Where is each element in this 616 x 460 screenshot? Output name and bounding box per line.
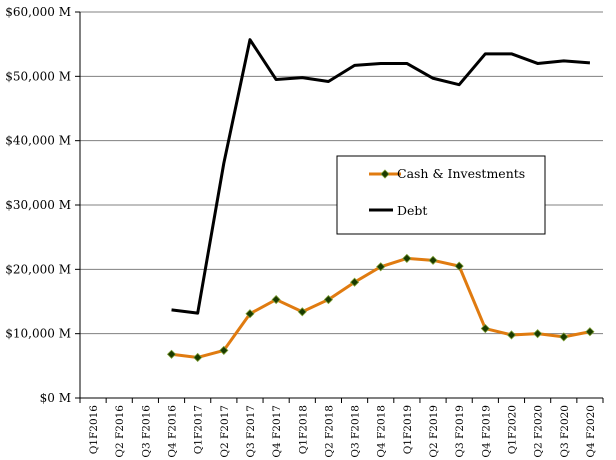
y-tick-labels: $0 M $10,000 M $20,000 M $30,000 M $40,000 M… [5, 5, 71, 405]
legend-label-cash: Cash & Investments [397, 166, 525, 181]
x-tick-label: Q4 F2020 [585, 405, 597, 458]
x-tick-label: Q2 F2017 [219, 405, 231, 458]
data-point-cash-investments [271, 295, 281, 305]
legend-label-debt: Debt [397, 203, 427, 218]
x-tick-label: Q3 F2016 [140, 405, 152, 458]
y-tick-label: $20,000 M [5, 262, 71, 276]
y-tick-label: $50,000 M [5, 69, 71, 83]
x-tick-label: Q3 F2020 [559, 405, 571, 458]
x-tick-label: Q3 F2019 [454, 405, 466, 458]
data-point-cash-investments [559, 332, 569, 342]
data-point-cash-investments [402, 253, 412, 263]
series-line-debt [171, 38, 591, 315]
data-point-cash-investments [480, 323, 490, 334]
data-point-cash-investments [376, 262, 386, 272]
data-point-cash-investments [166, 349, 177, 359]
data-point-cash-investments [193, 352, 203, 363]
legend: Cash & Investments Debt [336, 155, 546, 235]
x-tick-label: Q2 F2019 [428, 405, 440, 458]
x-tick-label: Q3 F2018 [350, 405, 362, 458]
data-point-cash-investments [350, 277, 360, 287]
axes [75, 11, 604, 403]
y-tick-label: $30,000 M [5, 198, 71, 212]
x-tick-label: Q4 F2018 [376, 405, 388, 458]
series-line-cash-investments [171, 256, 591, 359]
y-tick-label: $10,000 M [5, 327, 71, 341]
x-tick-label: Q2 F2018 [323, 405, 335, 458]
legend-swatch-cash-marker [380, 169, 390, 179]
data-point-cash-investments [428, 255, 438, 265]
x-tick-label: Q2 F2016 [114, 405, 126, 458]
x-tick-label: Q2 F2020 [533, 405, 545, 458]
data-point-cash-investments [219, 345, 229, 355]
y-tick-label: $0 M [40, 391, 71, 405]
x-tick-label: Q4 F2017 [271, 405, 283, 458]
legend-box [336, 155, 546, 235]
x-tick-label: Q1F2019 [402, 405, 414, 454]
x-tick-label: Q1F2016 [88, 405, 100, 455]
x-tick-label: Q4 F2016 [167, 405, 179, 458]
x-tick-labels: Q1F2016 Q2 F2016 Q3 F2016 Q4 F2016 Q1F2017 Q2… [88, 405, 597, 458]
x-tick-label: Q3 F2017 [245, 405, 257, 458]
y-tick-label: $60,000 M [5, 5, 71, 19]
data-point-cash-investments [533, 329, 543, 339]
data-point-cash-investments [506, 330, 517, 340]
x-tick-label: Q1F2017 [193, 405, 205, 454]
data-point-cash-investments [585, 327, 595, 337]
x-tick-label: Q1F2018 [297, 405, 309, 454]
x-tick-label: Q4 F2019 [480, 405, 492, 458]
data-point-cash-investments [454, 261, 464, 271]
data-point-cash-investments [245, 309, 255, 319]
series-lines [166, 38, 595, 363]
data-point-cash-investments [297, 307, 307, 317]
data-point-cash-investments [323, 295, 333, 305]
x-tick-label: Q1F2020 [506, 405, 518, 454]
y-tick-label: $40,000 M [5, 134, 71, 148]
